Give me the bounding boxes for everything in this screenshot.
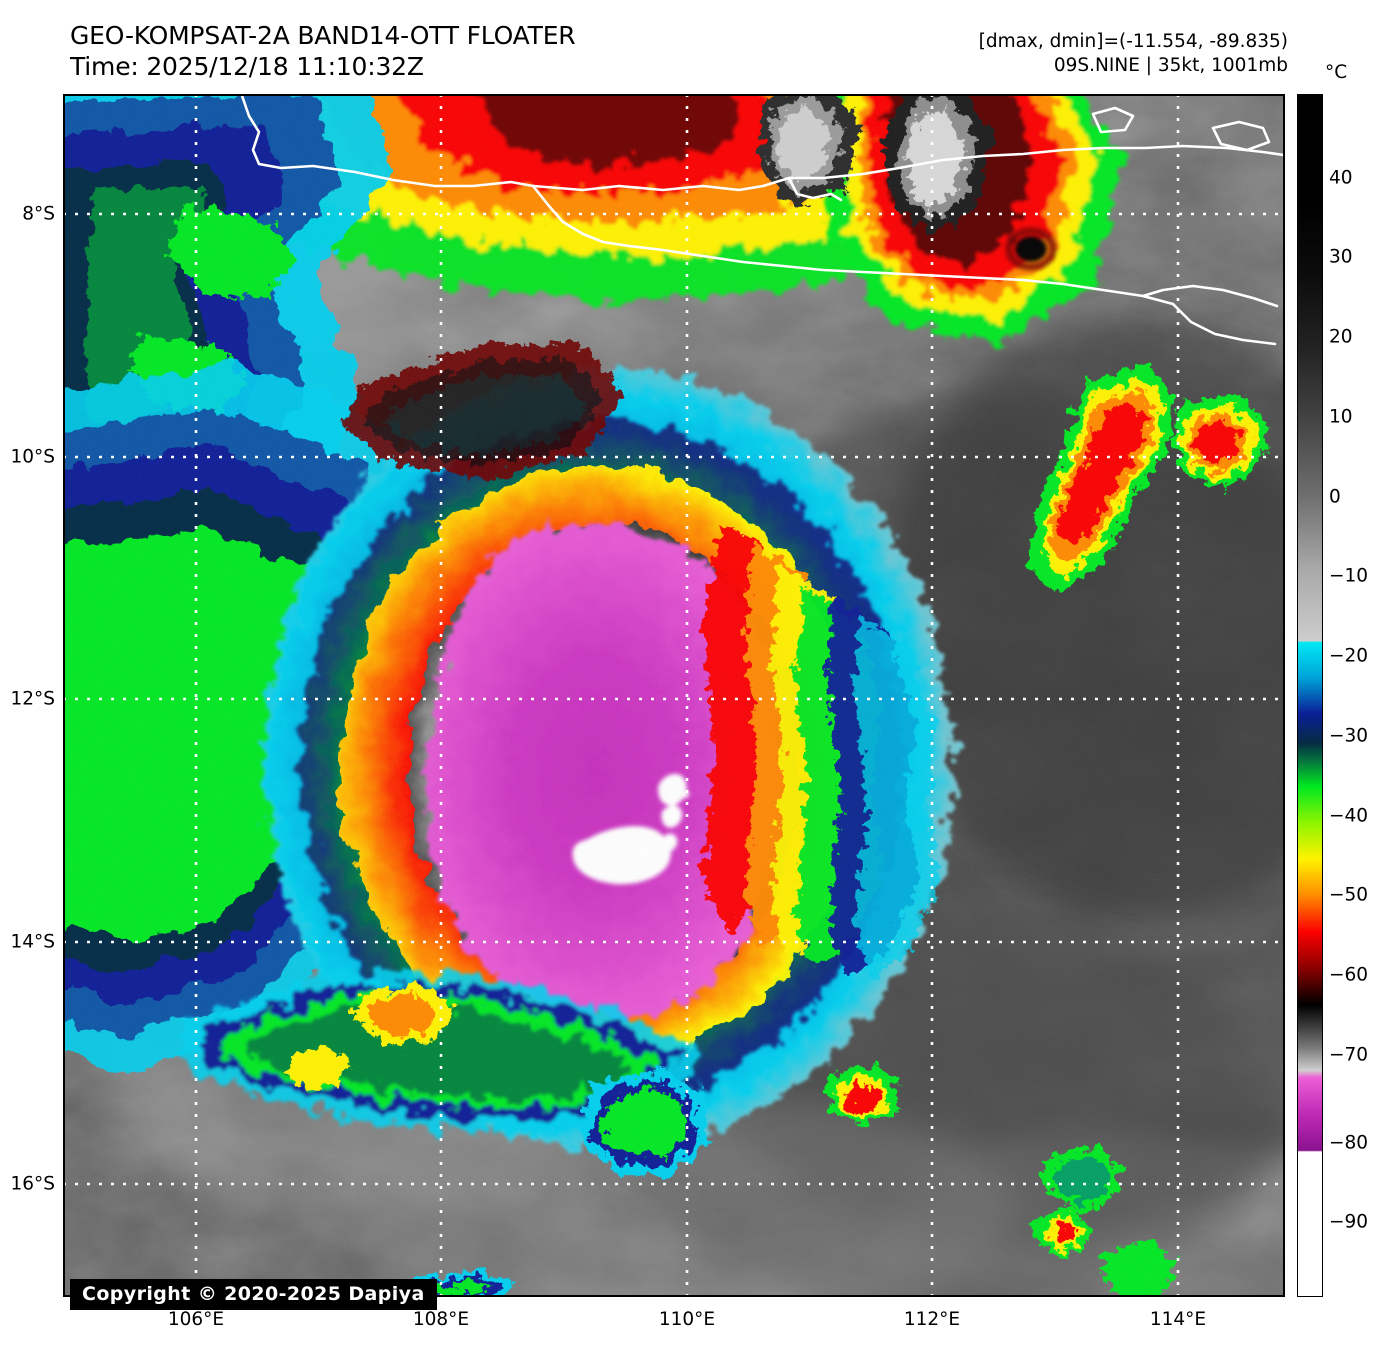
colorbar-tick-m50: −50 <box>1329 884 1369 906</box>
page-title: GEO-KOMPSAT-2A BAND14-OTT FLOATER <box>70 21 576 50</box>
colorbar-tick-m20: −20 <box>1329 645 1369 667</box>
colorbar-tick-m70: −70 <box>1329 1044 1369 1066</box>
y-axis-tick-12s: 12°S <box>10 688 55 710</box>
satellite-image-map <box>63 94 1285 1297</box>
x-axis-tick-110e: 110°E <box>658 1309 716 1330</box>
colorbar-tick-m90: −90 <box>1329 1211 1369 1233</box>
colorbar-tick-m60: −60 <box>1329 964 1369 986</box>
y-axis-tick-14s: 14°S <box>10 931 55 953</box>
graticule <box>63 94 1285 1297</box>
x-axis-tick-108e: 108°E <box>412 1309 470 1330</box>
colorbar-tick-10: 10 <box>1329 406 1353 428</box>
x-axis-tick-114e: 114°E <box>1149 1309 1207 1330</box>
x-axis-tick-106e: 106°E <box>167 1309 225 1330</box>
colorbar-tick-m40: −40 <box>1329 805 1369 827</box>
timestamp-label: Time: 2025/12/18 11:10:32Z <box>70 52 424 81</box>
storm-info-label: 09S.NINE | 35kt, 1001mb <box>1053 55 1288 76</box>
header-metadata-block: [dmax, dmin]=(-11.554, -89.835) 09S.NINE… <box>858 30 1288 78</box>
y-axis-tick-10s: 10°S <box>10 446 55 468</box>
header-title-block: GEO-KOMPSAT-2A BAND14-OTT FLOATER Time: … <box>70 20 770 82</box>
coastline-overlay <box>240 94 1285 346</box>
satellite-raster <box>63 94 1285 1297</box>
copyright-watermark: Copyright © 2020-2025 Dapiya <box>70 1279 437 1310</box>
y-axis-tick-8s: 8°S <box>22 203 55 225</box>
x-axis-tick-112e: 112°E <box>903 1309 961 1330</box>
colorbar-tick-m80: −80 <box>1329 1132 1369 1154</box>
temperature-colorbar <box>1297 94 1323 1297</box>
colorbar-tick-m30: −30 <box>1329 725 1369 747</box>
colorbar-tick-m10: −10 <box>1329 565 1369 587</box>
colorbar-tick-30: 30 <box>1329 246 1353 268</box>
colorbar-unit-label: °C <box>1325 62 1348 83</box>
colorbar-tick-40: 40 <box>1329 167 1353 189</box>
dmax-dmin-label: [dmax, dmin]=(-11.554, -89.835) <box>978 31 1288 52</box>
y-axis-tick-16s: 16°S <box>10 1173 55 1195</box>
colorbar-gradient <box>1298 95 1322 1296</box>
colorbar-tick-20: 20 <box>1329 326 1353 348</box>
colorbar-tick-0: 0 <box>1329 486 1341 508</box>
